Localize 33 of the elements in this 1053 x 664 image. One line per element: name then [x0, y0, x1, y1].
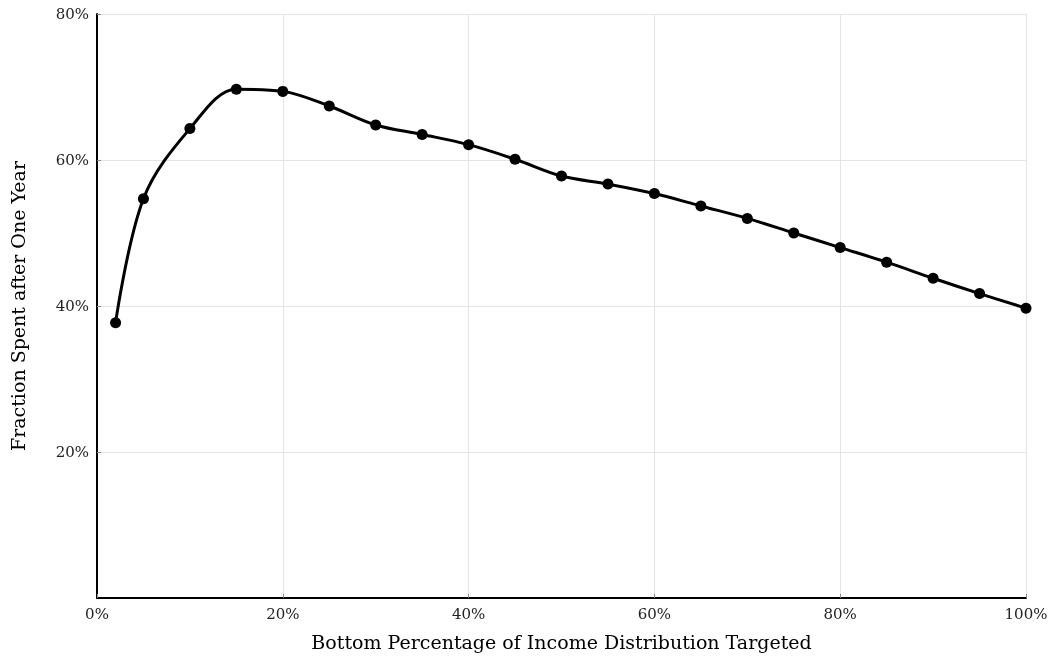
x-tick-label: 40% — [451, 604, 486, 623]
point — [974, 288, 986, 300]
x-tick-label: 100% — [1004, 604, 1048, 623]
point — [463, 139, 475, 151]
point — [1020, 302, 1032, 314]
point — [416, 128, 428, 140]
point — [834, 242, 846, 254]
y-tick-label: 40% — [55, 297, 89, 315]
point — [110, 317, 122, 329]
point — [370, 119, 382, 131]
point — [556, 170, 567, 182]
point — [881, 256, 893, 268]
point — [230, 83, 242, 95]
x-axis-title: Bottom Percentage of Income Distribution Targeted — [311, 630, 812, 653]
point — [695, 200, 707, 212]
point — [927, 272, 939, 284]
x-tick-label: 20% — [266, 604, 300, 623]
point — [741, 212, 753, 224]
point — [788, 227, 800, 239]
y-axis-title: Fraction Spent after One Year — [6, 160, 29, 452]
y-tick-label: 60% — [55, 151, 89, 169]
y-tick-label: 80% — [55, 5, 89, 23]
x-tick-label: 80% — [823, 604, 857, 623]
point — [277, 85, 289, 97]
point — [323, 100, 335, 112]
point — [184, 123, 196, 135]
point — [137, 193, 149, 205]
point — [602, 178, 614, 190]
x-tick-label: 60% — [637, 604, 672, 623]
y-tick-label: 20% — [55, 443, 89, 461]
point — [648, 188, 660, 200]
point — [509, 153, 521, 165]
x-tick-label: 0% — [85, 604, 109, 623]
